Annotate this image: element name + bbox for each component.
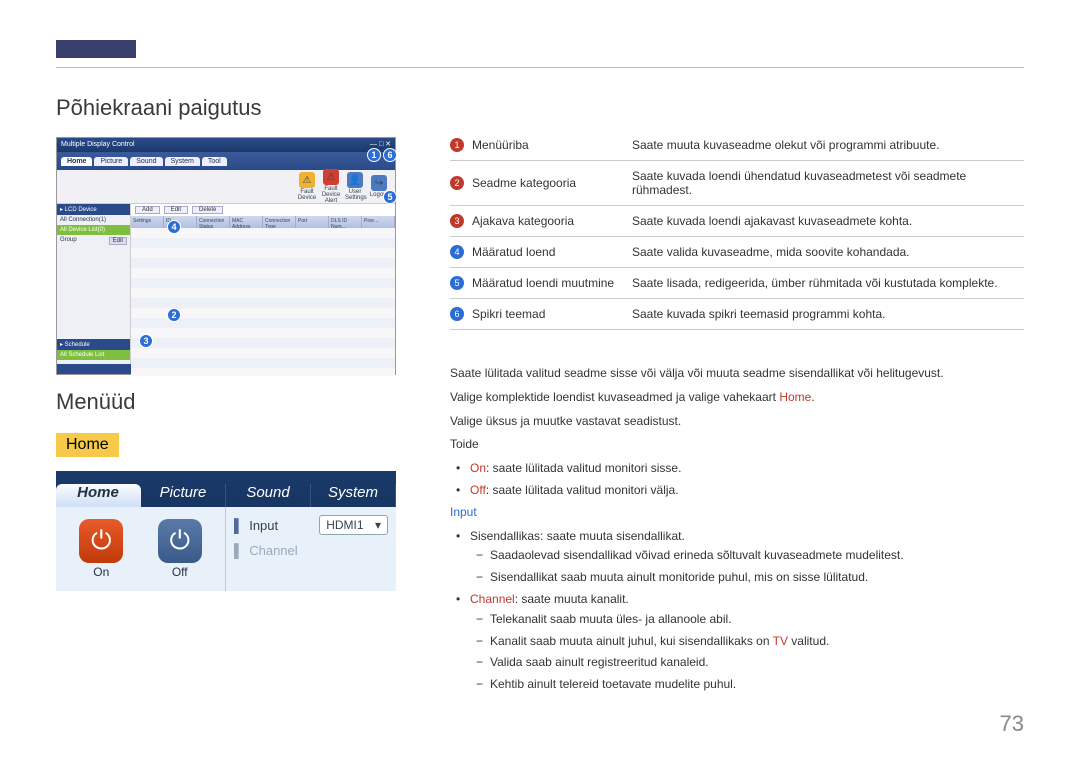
callout-badge: 5 xyxy=(383,190,397,204)
page-number: 73 xyxy=(1000,711,1024,737)
app-toolbar: ⚠Fault Device ⚠Fault Device Alert 👤User … xyxy=(57,170,395,204)
legend-row: 6 Spikri teemadSaate kuvada spikri teemas… xyxy=(450,299,1024,330)
body-text: Saate lülitada valitud seadme sisse või … xyxy=(450,364,1024,695)
side-header-schedule[interactable]: ▸ Schedule xyxy=(57,339,130,350)
app-titlebar: Multiple Display Control — □ ✕ xyxy=(57,138,395,152)
legend-table: 1 MenüüribaSaate muuta kuvaseadme olekut … xyxy=(450,130,1024,330)
legend-label: Seadme kategooria xyxy=(472,176,632,190)
home-tab-system[interactable]: System xyxy=(311,484,396,507)
side-row-selected: All Schedule List xyxy=(57,350,130,360)
power-on-button[interactable]: ⏻ On xyxy=(79,519,123,579)
legend-row: 5 Määratud loendi muutmineSaate lisada, r… xyxy=(450,268,1024,299)
legend-row: 1 MenüüribaSaate muuta kuvaseadme olekut … xyxy=(450,130,1024,161)
legend-row: 3 Ajakava kategooriaSaate kuvada loendi a… xyxy=(450,206,1024,237)
tab-picture[interactable]: Picture xyxy=(94,157,128,166)
legend-label: Spikri teemad xyxy=(472,307,632,321)
home-tab-home[interactable]: Home xyxy=(56,484,141,507)
home-tab-sound[interactable]: Sound xyxy=(226,484,311,507)
legend-number-badge: 4 xyxy=(450,245,464,259)
app-title-text: Multiple Display Control xyxy=(61,138,135,152)
power-on-icon: ⏻ xyxy=(79,519,123,563)
legend-number-badge: 3 xyxy=(450,214,464,228)
callout-badge: 1 xyxy=(367,148,381,162)
legend-label: Määratud loend xyxy=(472,245,632,259)
tab-sound[interactable]: Sound xyxy=(130,157,162,166)
legend-row: 4 Määratud loendSaate valida kuvaseadme, … xyxy=(450,237,1024,268)
legend-description: Saate lisada, redigeerida, ümber rühmita… xyxy=(632,276,1024,290)
legend-number-badge: 5 xyxy=(450,276,464,290)
legend-row: 2 Seadme kategooriaSaate kuvada loendi üh… xyxy=(450,161,1024,206)
tab-system[interactable]: System xyxy=(165,157,200,166)
legend-number-badge: 1 xyxy=(450,138,464,152)
app-sidebar: ▸ LCD Device All Connection(1) All Devic… xyxy=(57,204,131,364)
home-highlight: Home xyxy=(56,433,119,457)
home-tab-picture[interactable]: Picture xyxy=(141,484,226,507)
toolbar-fault-device[interactable]: ⚠Fault Device xyxy=(297,172,317,201)
callout-badge: 3 xyxy=(139,334,153,348)
btn-delete[interactable]: Delete xyxy=(192,206,223,214)
callout-badge: 2 xyxy=(167,308,181,322)
legend-label: Menüüriba xyxy=(472,138,632,152)
btn-add[interactable]: Add xyxy=(135,206,160,214)
row-marker-icon: ▌ xyxy=(234,543,243,558)
legend-description: Saate kuvada spikri teemasid programmi k… xyxy=(632,307,1024,321)
side-row: GroupEdit xyxy=(57,235,130,247)
legend-description: Saate valida kuvaseadme, mida soovite ko… xyxy=(632,245,1024,259)
legend-number-badge: 6 xyxy=(450,307,464,321)
legend-label: Ajakava kategooria xyxy=(472,214,632,228)
header-rule xyxy=(56,67,1024,68)
home-panel-screenshot: Home Picture Sound System ⏻ On ⏻ Off ▌ I… xyxy=(56,471,396,591)
input-dropdown[interactable]: HDMI1▾ xyxy=(319,515,388,535)
row-marker-icon: ▌ xyxy=(234,518,243,533)
btn-edit[interactable]: Edit xyxy=(164,206,188,214)
side-row-selected: All Device List(0) xyxy=(57,225,130,235)
callout-badge: 6 xyxy=(383,148,397,162)
grid-body xyxy=(131,228,395,376)
power-off-button[interactable]: ⏻ Off xyxy=(158,519,202,579)
chevron-down-icon: ▾ xyxy=(375,518,381,532)
side-row: All Connection(1) xyxy=(57,215,130,225)
legend-description: Saate muuta kuvaseadme olekut või progra… xyxy=(632,138,1024,152)
tab-tool[interactable]: Tool xyxy=(202,157,227,166)
section-title-menus: Menüüd xyxy=(56,389,396,415)
left-column: Põhiekraani paigutus Multiple Display Co… xyxy=(56,95,396,591)
input-label: Input xyxy=(249,518,319,533)
legend-number-badge: 2 xyxy=(450,176,464,190)
app-menubar: Home Picture Sound System Tool xyxy=(57,152,395,170)
right-column: 1 MenüüribaSaate muuta kuvaseadme olekut … xyxy=(450,130,1024,697)
power-off-icon: ⏻ xyxy=(158,519,202,563)
channel-label: Channel xyxy=(249,543,319,558)
legend-description: Saate kuvada loendi ajakavast kuvaseadme… xyxy=(632,214,1024,228)
legend-description: Saate kuvada loendi ühendatud kuvaseadme… xyxy=(632,169,1024,197)
toolbar-fault-alert[interactable]: ⚠Fault Device Alert xyxy=(321,169,341,204)
section-title-layout: Põhiekraani paigutus xyxy=(56,95,396,121)
tab-home[interactable]: Home xyxy=(61,157,92,166)
app-screenshot: Multiple Display Control — □ ✕ Home Pict… xyxy=(56,137,396,375)
toolbar-user-settings[interactable]: 👤User Settings xyxy=(345,172,365,201)
callout-badge: 4 xyxy=(167,220,181,234)
side-header-device[interactable]: ▸ LCD Device xyxy=(57,204,130,215)
header-accent-bar xyxy=(56,40,136,58)
legend-label: Määratud loendi muutmine xyxy=(472,276,632,290)
